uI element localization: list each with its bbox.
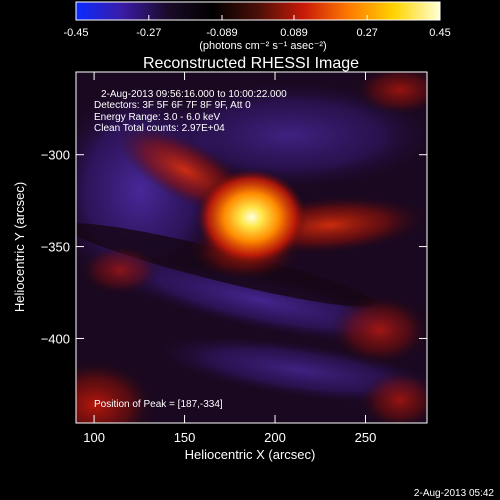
- y-tick-label: −300: [41, 148, 70, 163]
- colorbar-tick-label: 0.27: [356, 27, 377, 39]
- colorbar-tick-label: -0.45: [63, 27, 88, 39]
- source-core: [196, 169, 307, 266]
- red-patch-mid-left: [80, 245, 160, 295]
- chart-title: Reconstructed RHESSI Image: [143, 55, 359, 72]
- annotation-line: Detectors: 3F 5F 6F 7F 8F 9F, Att 0: [94, 100, 251, 111]
- heatmap-image: [76, 72, 427, 423]
- x-axis-tick-labels: 100 150 200 250: [83, 430, 376, 445]
- colorbar-tick-label: 0.45: [429, 27, 450, 39]
- annotation-line: Clean Total counts: 2.97E+04: [94, 123, 225, 134]
- colorbar-tick-label: 0.089: [280, 27, 308, 39]
- y-axis-tick-labels: −300 −350 −400: [41, 148, 70, 347]
- y-axis-label: Heliocentric Y (arcsec): [12, 182, 27, 312]
- y-tick-label: −350: [41, 240, 70, 255]
- x-axis-label: Heliocentric X (arcsec): [185, 447, 316, 462]
- colorbar-ticks: [75, 15, 441, 20]
- x-tick-label: 150: [174, 430, 196, 445]
- x-tick-label: 200: [264, 430, 286, 445]
- red-patch-right: [330, 295, 427, 365]
- y-tick-label: −400: [41, 331, 70, 346]
- colorbar-tick-labels: -0.45 -0.27 -0.089 0.089 0.27 0.45: [63, 27, 450, 39]
- annotations: 2-Aug-2013 09:56:16.000 to 10:00:22.000D…: [94, 89, 287, 134]
- x-tick-label: 100: [83, 430, 105, 445]
- colorbar: [75, 1, 441, 21]
- colorbar-tick-label: -0.089: [206, 27, 237, 39]
- colorbar-tick-label: -0.27: [136, 27, 161, 39]
- x-axis-ticks: [93, 72, 366, 423]
- footer-timestamp: 2-Aug-2013 05:42: [414, 488, 495, 499]
- red-patch-bottom-right: [360, 370, 427, 423]
- annotation-line: Energy Range: 3.0 - 6.0 keV: [94, 112, 221, 123]
- annotation-line: 2-Aug-2013 09:56:16.000 to 10:00:22.000: [101, 89, 287, 100]
- y-axis-ticks: [76, 154, 427, 339]
- colorbar-unit-label: (photons cm⁻² s⁻¹ asec⁻²): [199, 40, 326, 52]
- x-tick-label: 250: [355, 430, 377, 445]
- plot-frame: [75, 71, 428, 424]
- red-patch-top-right: [355, 72, 427, 115]
- peak-position-label: Position of Peak = [187,-334]: [94, 399, 223, 410]
- red-corner-bottom-left: [76, 360, 155, 423]
